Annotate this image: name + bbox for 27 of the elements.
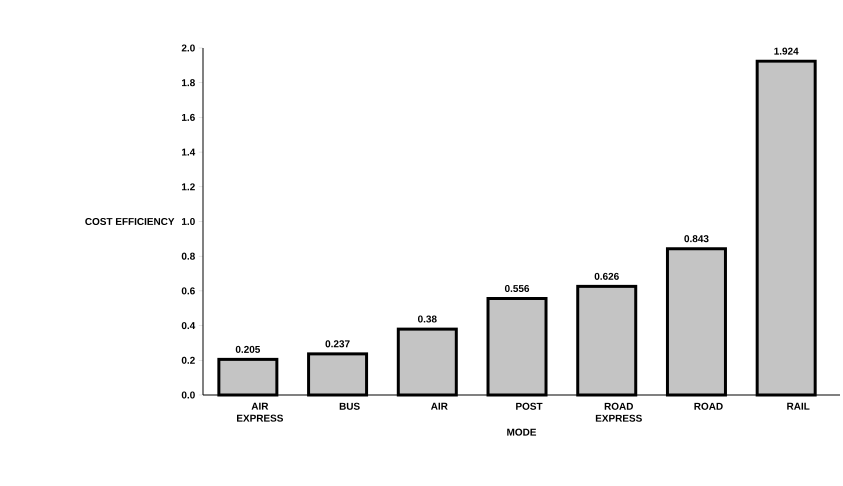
x-tick-label: RAIL — [787, 402, 810, 410]
x-tick-label: AIR EXPRESS — [237, 402, 284, 422]
y-tick-label: 0.2 — [182, 356, 195, 364]
data-label: 0.205 — [236, 346, 260, 353]
y-tick-label: 0.0 — [182, 391, 195, 399]
data-label: 0.626 — [594, 272, 619, 280]
y-axis-title: COST EFFICIENCY — [85, 218, 174, 226]
y-tick-label: 1.0 — [182, 218, 195, 226]
y-tick-label: 1.6 — [182, 114, 195, 121]
y-tick-label: 0.8 — [182, 252, 195, 260]
x-tick-label: BUS — [340, 402, 360, 410]
y-tick-label: 2.0 — [182, 44, 195, 52]
x-tick-label: ROAD — [694, 402, 723, 410]
x-tick-label: POST — [516, 402, 542, 410]
data-label: 0.237 — [326, 340, 350, 348]
y-tick-label: 1.4 — [182, 148, 196, 156]
x-tick-label: AIR — [430, 402, 448, 410]
x-tick-label: ROAD EXPRESS — [596, 402, 642, 422]
y-tick-label: 1.2 — [182, 183, 195, 190]
data-label: 0.38 — [418, 315, 437, 323]
y-tick-label: 0.6 — [182, 287, 195, 294]
data-label: 1.924 — [774, 48, 799, 55]
data-label: 0.556 — [504, 284, 530, 292]
x-axis-title: MODE — [507, 428, 536, 436]
data-label: 0.843 — [684, 235, 709, 242]
y-tick-label: 1.8 — [182, 79, 195, 86]
y-tick-label: 0.4 — [182, 322, 196, 330]
